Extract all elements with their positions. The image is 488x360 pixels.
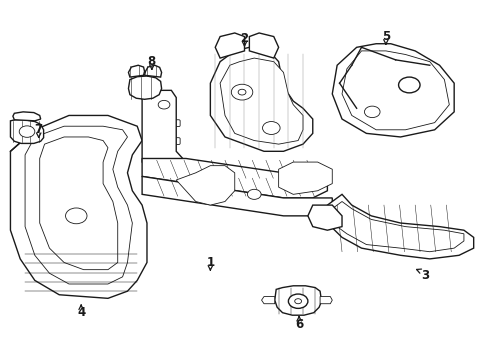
Polygon shape	[10, 116, 147, 298]
Polygon shape	[128, 65, 144, 77]
Polygon shape	[215, 33, 244, 58]
Polygon shape	[261, 297, 274, 304]
Circle shape	[65, 208, 87, 224]
Text: 5: 5	[381, 30, 389, 43]
Circle shape	[262, 122, 280, 134]
FancyBboxPatch shape	[148, 120, 180, 127]
Polygon shape	[142, 90, 185, 180]
Text: 2: 2	[240, 32, 248, 45]
Circle shape	[158, 100, 169, 109]
Polygon shape	[307, 205, 341, 230]
Polygon shape	[327, 194, 473, 259]
Text: 3: 3	[420, 269, 428, 282]
FancyBboxPatch shape	[148, 156, 180, 162]
Circle shape	[398, 77, 419, 93]
Polygon shape	[278, 162, 331, 194]
Polygon shape	[25, 126, 132, 284]
Polygon shape	[176, 166, 234, 205]
Polygon shape	[10, 120, 43, 143]
Polygon shape	[144, 65, 161, 77]
Polygon shape	[341, 51, 448, 130]
Text: 1: 1	[206, 256, 214, 269]
Text: 6: 6	[294, 318, 303, 331]
FancyBboxPatch shape	[148, 138, 180, 144]
Circle shape	[19, 126, 35, 137]
Polygon shape	[13, 112, 41, 121]
Circle shape	[238, 89, 245, 95]
Polygon shape	[274, 286, 321, 315]
Circle shape	[364, 106, 379, 118]
Polygon shape	[142, 176, 331, 216]
Polygon shape	[249, 33, 278, 58]
Text: 7: 7	[35, 123, 43, 136]
Polygon shape	[210, 47, 312, 151]
Polygon shape	[128, 76, 161, 99]
Text: 8: 8	[147, 55, 156, 68]
Circle shape	[247, 189, 261, 199]
Text: 4: 4	[77, 306, 85, 319]
Polygon shape	[331, 44, 453, 137]
Circle shape	[288, 294, 307, 309]
Polygon shape	[220, 58, 303, 144]
Polygon shape	[40, 137, 118, 270]
Polygon shape	[331, 202, 463, 252]
Circle shape	[231, 84, 252, 100]
Polygon shape	[142, 158, 327, 198]
Circle shape	[294, 299, 301, 304]
Polygon shape	[320, 297, 331, 304]
